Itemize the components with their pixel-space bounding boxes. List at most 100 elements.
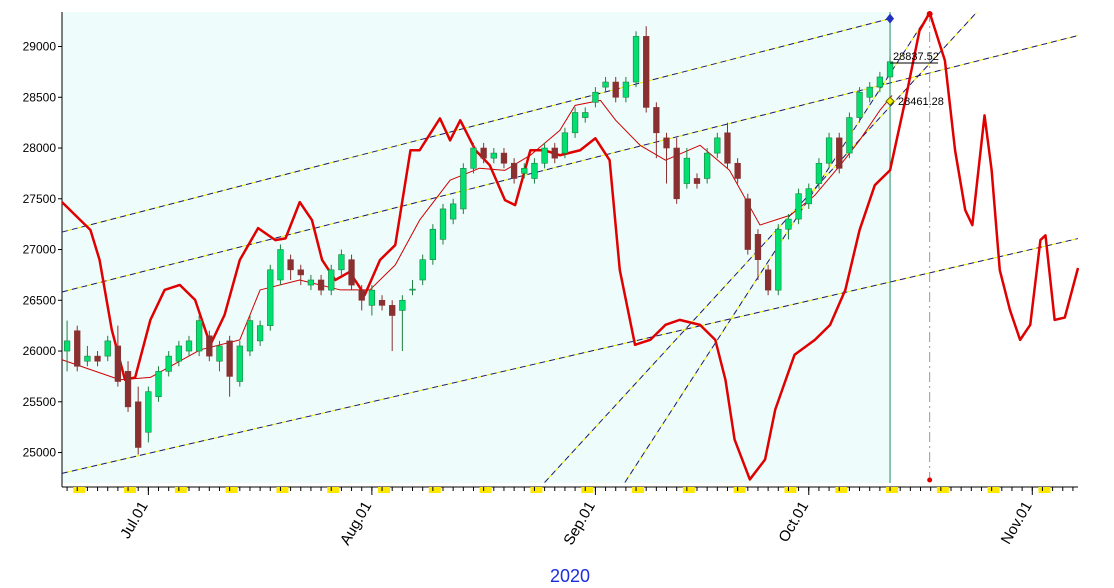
- candle: [836, 132, 843, 174]
- candle: [74, 325, 81, 372]
- candle-body: [287, 259, 294, 271]
- candle: [805, 183, 812, 209]
- candle: [602, 76, 609, 93]
- week-marker: [225, 487, 238, 493]
- y-tick-label: 26000: [23, 344, 57, 358]
- candle: [338, 249, 345, 275]
- y-tick-label: 26500: [23, 293, 57, 307]
- candle: [124, 361, 132, 412]
- candle: [510, 158, 518, 184]
- candle-body: [175, 345, 182, 362]
- candle: [592, 87, 599, 108]
- candle: [114, 325, 122, 387]
- candle-body: [886, 61, 894, 78]
- candle-body: [348, 259, 355, 286]
- candle: [378, 295, 386, 311]
- candle-body: [196, 320, 203, 352]
- y-tick-label: 25500: [23, 395, 57, 409]
- candle: [531, 158, 538, 184]
- y-tick-label: 29000: [23, 40, 57, 54]
- candle: [317, 274, 325, 296]
- candle-body: [429, 228, 436, 260]
- candle: [196, 315, 203, 357]
- candle-body: [795, 193, 802, 220]
- channel-line-accent: [61, 18, 891, 233]
- history-background: [62, 12, 891, 483]
- candle-body: [836, 137, 843, 169]
- candle-body: [277, 249, 284, 281]
- candle: [470, 142, 477, 174]
- candle-body: [206, 335, 213, 357]
- week-marker: [327, 487, 340, 493]
- candle-body: [389, 305, 396, 316]
- candle-body: [439, 208, 447, 240]
- week-marker: [733, 487, 746, 493]
- candle: [368, 285, 376, 316]
- candle: [744, 193, 751, 255]
- candle: [866, 82, 873, 103]
- candle: [754, 229, 762, 280]
- candle-body: [216, 345, 223, 362]
- candle-body: [378, 299, 386, 306]
- line-cycle: [61, 11, 1080, 481]
- line-average: [61, 95, 893, 381]
- candle-body: [602, 81, 609, 88]
- candle-body: [84, 355, 91, 362]
- candle-body: [419, 259, 426, 281]
- candle: [155, 366, 162, 402]
- candle: [500, 148, 508, 169]
- candle-body: [825, 137, 833, 164]
- candle: [277, 244, 284, 286]
- candle-body: [297, 269, 304, 276]
- candle: [429, 224, 436, 265]
- candle-body: [94, 355, 101, 362]
- candle-body: [510, 162, 518, 179]
- candle-body: [368, 289, 376, 306]
- week-marker: [682, 487, 695, 493]
- candle-body: [582, 112, 589, 118]
- candle-body: [673, 147, 680, 200]
- candle: [94, 351, 101, 367]
- candle: [175, 340, 182, 367]
- candle: [521, 163, 528, 179]
- candle: [236, 340, 243, 387]
- candle-body: [571, 112, 579, 134]
- candle-body: [74, 330, 81, 367]
- candle: [399, 295, 406, 352]
- candle-body: [155, 371, 162, 398]
- candle: [185, 335, 193, 357]
- candle: [622, 76, 630, 103]
- candle: [663, 132, 670, 184]
- candle-body: [775, 228, 782, 291]
- channel-line-accent: [61, 238, 1079, 474]
- candle: [450, 198, 457, 225]
- candle: [876, 71, 884, 93]
- candle-body: [185, 340, 193, 352]
- channel-end-marker: [886, 13, 895, 24]
- candle: [145, 386, 152, 443]
- candle: [815, 158, 823, 189]
- candle: [724, 122, 731, 169]
- candle: [551, 142, 558, 164]
- candle-body: [866, 86, 873, 98]
- candle-body: [754, 234, 762, 260]
- candle: [439, 203, 447, 245]
- candle: [693, 173, 701, 189]
- week-marker: [124, 487, 137, 493]
- candle: [714, 132, 721, 159]
- x-tick-label: Jul.01: [117, 499, 152, 542]
- candle-body: [592, 91, 599, 103]
- candle-body: [470, 147, 477, 169]
- candle-body: [785, 218, 792, 230]
- candle-body: [561, 132, 569, 154]
- candle: [287, 254, 294, 280]
- candle-body: [480, 147, 487, 159]
- candle-body: [63, 340, 71, 352]
- candle-body: [846, 117, 853, 154]
- candle: [216, 340, 223, 372]
- candle-body: [622, 81, 630, 98]
- candle-body: [500, 152, 508, 164]
- candle: [297, 264, 304, 286]
- candle: [825, 132, 833, 169]
- candle: [561, 127, 569, 159]
